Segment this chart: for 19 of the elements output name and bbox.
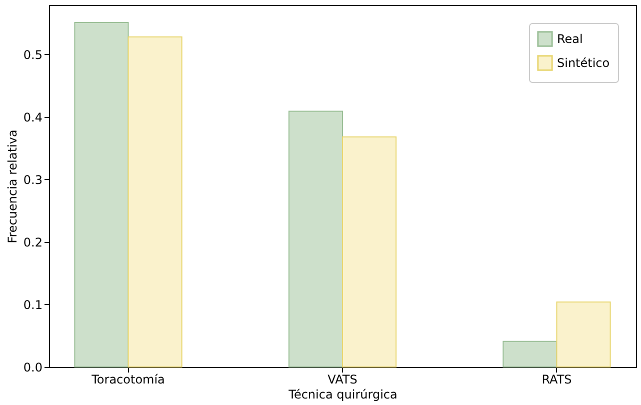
y-tick-label: 0.1 xyxy=(23,298,42,312)
y-tick-label: 0.0 xyxy=(23,360,42,374)
bar xyxy=(288,110,343,368)
bar xyxy=(556,301,611,368)
y-tick-label: 0.5 xyxy=(23,48,42,62)
x-tick-label: Toracotomía xyxy=(90,372,165,386)
x-tick-label: VATS xyxy=(328,372,358,386)
y-tick-label: 0.3 xyxy=(23,172,42,187)
bar xyxy=(342,136,397,368)
y-axis-title: Frecuencia relativa xyxy=(5,130,20,244)
bar xyxy=(74,22,129,368)
legend-label: Real xyxy=(557,32,583,46)
x-tick-label: RATS xyxy=(542,372,572,386)
y-tick-label: 0.4 xyxy=(23,110,42,124)
bar xyxy=(502,340,558,368)
y-tick-label: 0.2 xyxy=(23,235,42,250)
x-axis-title: Técnica quirúrgica xyxy=(288,388,398,402)
legend-label: Sintético xyxy=(557,56,610,70)
bar xyxy=(128,36,182,368)
